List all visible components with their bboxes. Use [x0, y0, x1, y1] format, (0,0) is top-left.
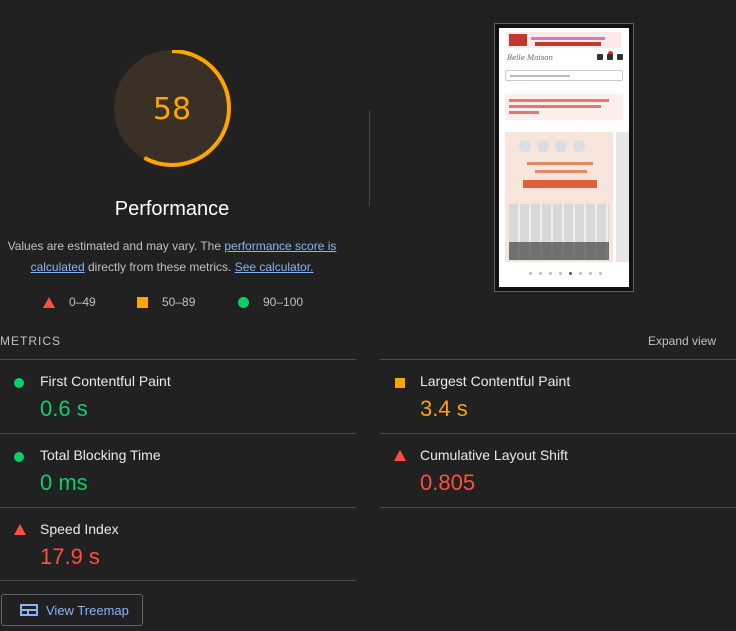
- hero-text-line: [535, 170, 587, 173]
- metrics-divider: [380, 359, 736, 360]
- metrics-divider: [0, 580, 356, 581]
- product-circle-icon: [573, 140, 585, 152]
- next-slide: [616, 132, 629, 262]
- green-circle-icon: [238, 296, 249, 308]
- carousel-dot: [579, 272, 582, 275]
- metrics-divider: [0, 359, 356, 360]
- notice-box: [505, 94, 623, 120]
- metric-cumulative-layout-shift: Cumulative Layout Shift 0.805: [380, 434, 720, 508]
- notice-line: [509, 99, 609, 102]
- product-circle-icon: [519, 140, 531, 152]
- metrics-divider: [0, 433, 356, 434]
- carousel-dot: [589, 272, 592, 275]
- metric-first-contentful-paint: First Contentful Paint 0.6 s: [0, 360, 340, 434]
- metrics-divider: [380, 433, 736, 434]
- expand-view-toggle[interactable]: Expand view: [648, 334, 717, 348]
- search-placeholder-line: [510, 75, 570, 77]
- metrics-divider: [380, 507, 736, 508]
- legend-range: 90–100: [263, 295, 304, 309]
- header-icons: [597, 54, 623, 60]
- promo-banner: [507, 32, 621, 48]
- heart-icon: [597, 54, 603, 60]
- carousel-dot: [529, 272, 532, 275]
- promo-text-line: [535, 42, 601, 46]
- metric-largest-contentful-paint: Largest Contentful Paint 3.4 s: [380, 360, 720, 434]
- vertical-divider: [369, 110, 370, 206]
- view-treemap-label: View Treemap: [46, 602, 129, 618]
- metric-value: 3.4 s: [420, 396, 468, 421]
- see-calculator-link[interactable]: See calculator.: [234, 260, 314, 274]
- metric-name: Total Blocking Time: [40, 447, 161, 463]
- metric-name: Largest Contentful Paint: [420, 373, 571, 389]
- menu-icon: [617, 54, 623, 60]
- phone-preview: Belle Maison: [499, 28, 629, 287]
- site-logo: Belle Maison: [507, 54, 554, 62]
- site-search-box: [505, 70, 623, 81]
- product-circle-icon: [555, 140, 567, 152]
- notice-line: [509, 105, 601, 108]
- red-triangle-icon: [43, 296, 55, 308]
- green-circle-icon: [14, 452, 24, 462]
- metric-name: Cumulative Layout Shift: [420, 447, 568, 463]
- legend-item-fail: 0–49: [43, 295, 96, 309]
- orange-square-icon: [395, 378, 405, 388]
- metric-value: 0 ms: [40, 470, 88, 495]
- metrics-divider: [0, 507, 356, 508]
- hero-caption-band: [509, 242, 609, 260]
- carousel-dot: [599, 272, 602, 275]
- legend-item-average: 50–89: [137, 295, 195, 309]
- carousel-dot: [539, 272, 542, 275]
- metric-value: 0.805: [420, 470, 476, 495]
- orange-square-icon: [137, 296, 148, 308]
- carousel-dot: [549, 272, 552, 275]
- legend-range: 50–89: [162, 295, 196, 309]
- performance-score-link[interactable]: performance score is calculated: [30, 239, 337, 274]
- metric-speed-index: Speed Index 17.9 s: [0, 508, 340, 582]
- hero-text-line: [527, 162, 593, 165]
- carousel-dots: [529, 272, 602, 275]
- metric-value: 0.6 s: [40, 396, 88, 421]
- metric-name: Speed Index: [40, 521, 119, 537]
- legend-range: 0–49: [69, 295, 96, 309]
- view-treemap-button[interactable]: View Treemap: [1, 594, 143, 626]
- treemap-icon: [20, 604, 38, 616]
- hero-title: [523, 180, 597, 188]
- description-prefix: Values are estimated and may vary. The: [7, 239, 225, 253]
- cart-icon: [607, 54, 613, 60]
- metric-value: 17.9 s: [40, 544, 100, 569]
- notice-line: [509, 111, 539, 114]
- metrics-heading: METRICS: [0, 334, 61, 348]
- red-triangle-icon: [394, 450, 406, 461]
- cart-badge-icon: [608, 51, 613, 56]
- hero-banner: [505, 132, 613, 262]
- description-middle: directly from these metrics.: [84, 260, 235, 274]
- carousel-dot-active: [569, 272, 572, 275]
- metric-total-blocking-time: Total Blocking Time 0 ms: [0, 434, 340, 508]
- promo-text-line: [531, 37, 605, 40]
- performance-score: 58: [152, 91, 192, 127]
- gauge-ring-icon: [113, 50, 231, 167]
- final-screenshot[interactable]: Belle Maison: [494, 23, 634, 292]
- performance-title: Performance: [114, 198, 230, 220]
- red-triangle-icon: [14, 524, 26, 535]
- legend-item-pass: 90–100: [238, 295, 303, 309]
- promo-badge: [509, 34, 527, 46]
- product-circle-icon: [537, 140, 549, 152]
- green-circle-icon: [14, 378, 24, 388]
- score-legend: 0–49 50–89 90–100: [0, 295, 344, 311]
- performance-gauge[interactable]: 58: [110, 50, 234, 174]
- score-description: Values are estimated and may vary. The p…: [0, 236, 344, 278]
- carousel-dot: [559, 272, 562, 275]
- metric-name: First Contentful Paint: [40, 373, 171, 389]
